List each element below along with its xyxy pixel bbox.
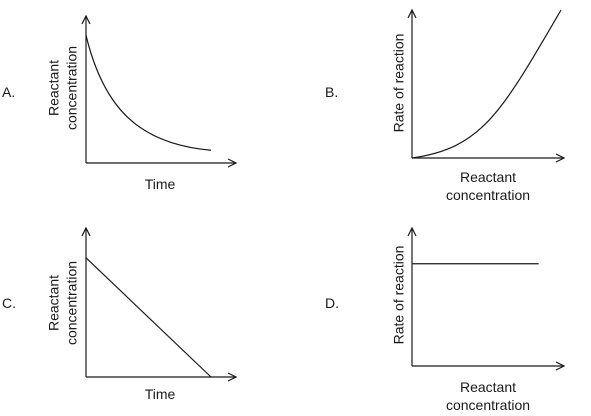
- panel-2-x-axis-label-line-1: Reactant: [460, 169, 516, 185]
- panel-4-x-axis-label-line-2: concentration: [446, 397, 530, 413]
- panel-2-x-axis-label-line-2: concentration: [446, 187, 530, 203]
- panel-4-x-axis-label-line-1: Reactant: [460, 379, 516, 395]
- panel-4-option-label: D.: [325, 295, 339, 311]
- panel-4-x-axis-arrow: [555, 361, 566, 371]
- panel-3-option-label: C.: [2, 295, 16, 311]
- panel-3-x-axis-label: Time: [145, 386, 176, 402]
- panel-1-y-axis-label-line-2: concentration: [64, 46, 80, 130]
- panel-3-y-axis-label-line-2: concentration: [64, 261, 80, 345]
- panel-4-y-axis-arrow: [407, 226, 417, 237]
- panel-2-y-axis-label: Rate of reaction: [391, 34, 407, 133]
- panel-3-series-line: [85, 257, 212, 378]
- panel-1-x-axis-label: Time: [145, 176, 176, 192]
- panel-2-series-line: [411, 9, 562, 159]
- panel-1-series-line: [85, 35, 212, 151]
- panel-3-y-axis-arrow: [81, 226, 91, 237]
- panel-2-x-axis-arrow: [555, 153, 566, 163]
- panel-1-y-axis-label-line-1: Reactant: [46, 60, 62, 116]
- panel-1-option-label: A.: [2, 84, 15, 100]
- panel-4-y-axis-label: Rate of reaction: [391, 246, 407, 345]
- panel-3-y-axis-label-line-1: Reactant: [46, 275, 62, 331]
- panel-2-option-label: B.: [325, 84, 338, 100]
- panel-2-y-axis-arrow: [407, 8, 417, 19]
- panel-1-x-axis-arrow: [227, 158, 238, 168]
- panel-1-y-axis-arrow: [81, 14, 91, 25]
- panel-3-x-axis-arrow: [227, 372, 238, 382]
